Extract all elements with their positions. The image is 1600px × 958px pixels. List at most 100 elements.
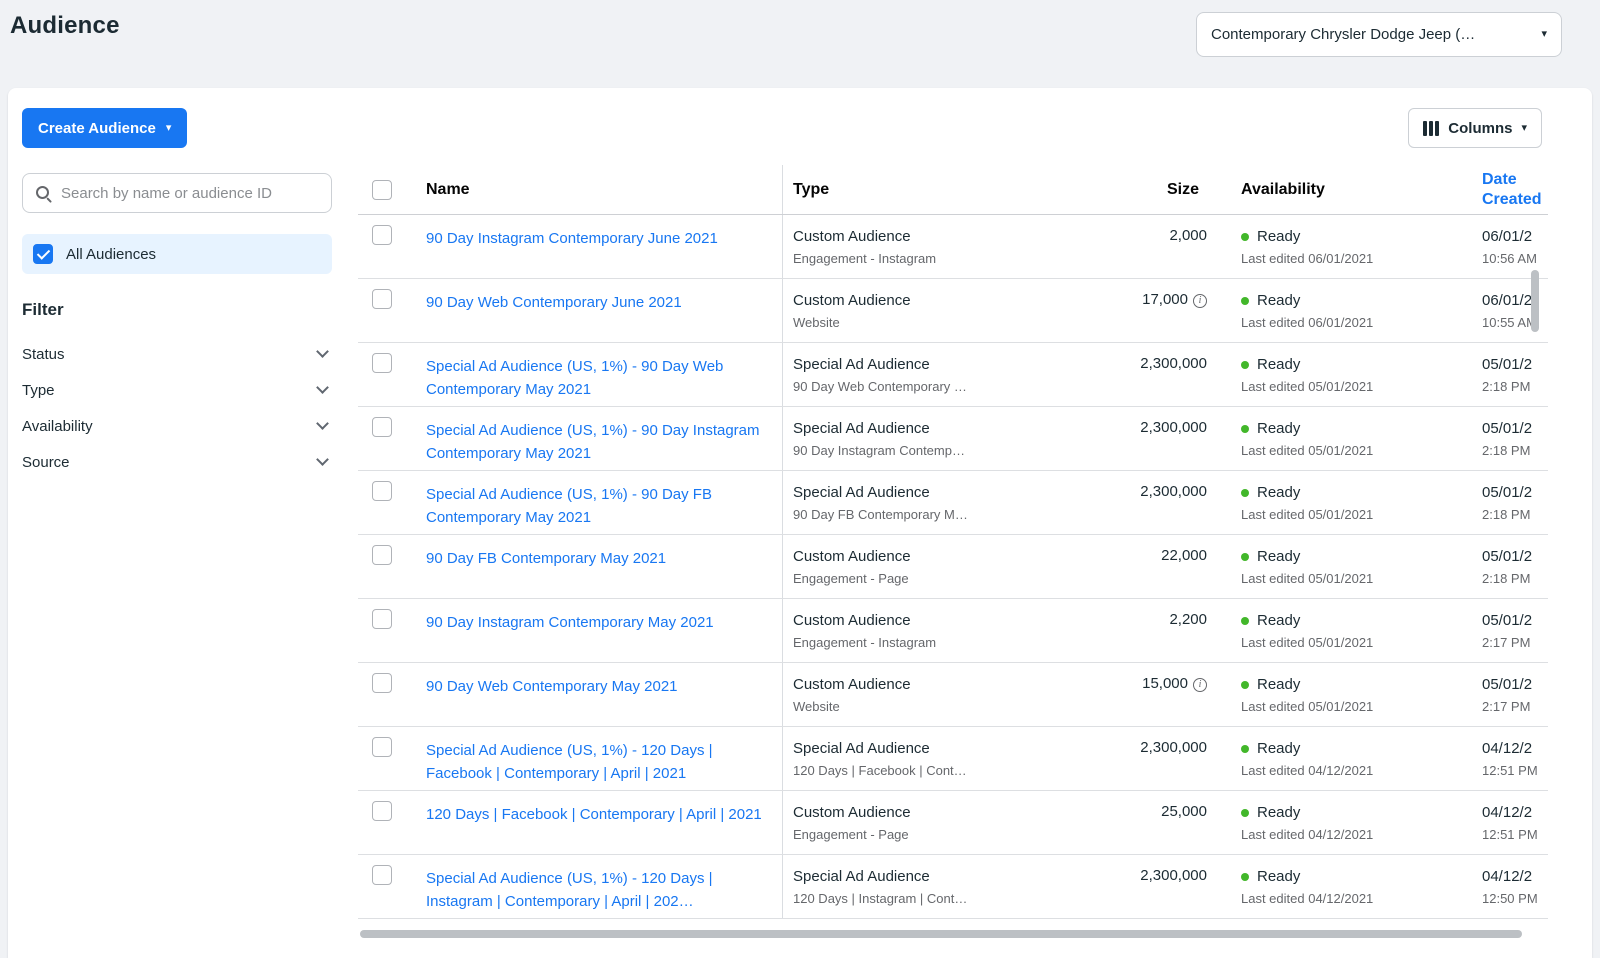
column-header-size[interactable]: Size [1166, 180, 1199, 198]
status-dot [1241, 809, 1249, 818]
time-created: 12:50 PM [1482, 891, 1538, 907]
audience-name-link[interactable]: Special Ad Audience (US, 1%) - 120 Days … [426, 742, 713, 783]
row-checkbox[interactable] [372, 801, 392, 821]
all-audiences-checkbox[interactable] [33, 244, 53, 264]
columns-button[interactable]: Columns ▾ [1408, 108, 1542, 148]
vertical-scrollbar[interactable] [1531, 270, 1539, 332]
table-row: 90 Day FB Contemporary May 2021 Custom A… [358, 535, 1548, 599]
row-checkbox[interactable] [372, 481, 392, 501]
columns-icon [1423, 120, 1440, 136]
horizontal-scrollbar[interactable] [360, 930, 1522, 938]
filter-list: Status Type Availability Source [22, 336, 332, 480]
column-header-date-created[interactable]: Date Created [1482, 170, 1542, 208]
table-row: 90 Day Web Contemporary June 2021 Custom… [358, 279, 1548, 343]
audience-name-link[interactable]: 90 Day Web Contemporary June 2021 [426, 294, 682, 311]
audience-name-link[interactable]: 90 Day Instagram Contemporary May 2021 [426, 614, 714, 631]
account-selector-dropdown[interactable]: Contemporary Chrysler Dodge Jeep (… ▾ [1196, 12, 1562, 57]
create-audience-label: Create Audience [38, 119, 156, 137]
status-dot [1241, 873, 1249, 882]
date-created: 05/01/2 [1482, 484, 1533, 501]
audience-name-link[interactable]: 90 Day Web Contemporary May 2021 [426, 678, 678, 695]
status-dot [1241, 553, 1249, 562]
availability-status: Ready [1257, 548, 1301, 565]
row-checkbox[interactable] [372, 225, 392, 245]
filter-status[interactable]: Status [22, 336, 332, 372]
availability-detail: Last edited 05/01/2021 [1241, 571, 1374, 587]
availability-status: Ready [1257, 356, 1301, 373]
status-dot [1241, 425, 1249, 434]
audience-type: Custom Audience [793, 676, 911, 693]
row-checkbox[interactable] [372, 609, 392, 629]
audience-name-link[interactable]: Special Ad Audience (US, 1%) - 120 Days … [426, 870, 713, 911]
availability-status: Ready [1257, 420, 1301, 437]
caret-down-icon: ▾ [165, 121, 172, 134]
row-checkbox[interactable] [372, 289, 392, 309]
chevron-down-icon [316, 345, 329, 358]
audience-name-link[interactable]: 120 Days | Facebook | Contemporary | Apr… [426, 806, 762, 823]
time-created: 12:51 PM [1482, 763, 1538, 779]
availability-status: Ready [1257, 228, 1301, 245]
availability-status: Ready [1257, 484, 1301, 501]
audience-type: Custom Audience [793, 548, 911, 565]
info-icon[interactable]: i [1193, 293, 1207, 308]
column-header-availability[interactable]: Availability [1241, 180, 1325, 198]
time-created: 12:51 PM [1482, 827, 1538, 843]
audience-type-detail: 90 Day Web Contemporary … [793, 379, 967, 395]
availability-status: Ready [1257, 804, 1301, 821]
create-audience-button[interactable]: Create Audience ▾ [22, 108, 188, 148]
filter-type[interactable]: Type [22, 372, 332, 408]
status-dot [1241, 681, 1249, 690]
table-row: Special Ad Audience (US, 1%) - 90 Day We… [358, 343, 1548, 407]
filter-availability[interactable]: Availability [22, 408, 332, 444]
info-icon[interactable]: i [1193, 677, 1207, 692]
columns-label: Columns [1448, 119, 1513, 137]
audience-type: Custom Audience [793, 228, 911, 245]
status-dot [1241, 617, 1249, 626]
audience-name-link[interactable]: 90 Day FB Contemporary May 2021 [426, 550, 667, 567]
all-audiences-label: All Audiences [66, 245, 157, 263]
audience-type-detail: Engagement - Page [793, 827, 909, 843]
availability-status: Ready [1257, 292, 1301, 309]
filter-source[interactable]: Source [22, 444, 332, 480]
search-input[interactable] [61, 184, 319, 202]
date-created: 04/12/2 [1482, 740, 1533, 757]
availability-detail: Last edited 05/01/2021 [1241, 443, 1374, 459]
row-checkbox[interactable] [372, 865, 392, 885]
date-created: 04/12/2 [1482, 868, 1533, 885]
availability-status: Ready [1257, 676, 1301, 693]
date-created: 06/01/2 [1482, 228, 1533, 245]
column-header-name[interactable]: Name [412, 165, 783, 214]
search-box[interactable] [22, 173, 332, 213]
caret-down-icon: ▾ [1521, 121, 1527, 134]
availability-detail: Last edited 05/01/2021 [1241, 507, 1374, 523]
table-row: 120 Days | Facebook | Contemporary | Apr… [358, 791, 1548, 855]
select-all-checkbox[interactable] [372, 179, 392, 200]
row-checkbox[interactable] [372, 673, 392, 693]
table-row: Special Ad Audience (US, 1%) - 120 Days … [358, 727, 1548, 791]
audience-type: Special Ad Audience [793, 868, 930, 885]
account-selector-value: Contemporary Chrysler Dodge Jeep (… [1211, 26, 1476, 43]
audience-type: Special Ad Audience [793, 484, 930, 501]
availability-detail: Last edited 05/01/2021 [1241, 635, 1374, 651]
row-checkbox[interactable] [372, 353, 392, 373]
column-header-type[interactable]: Type [793, 180, 830, 198]
audience-type: Special Ad Audience [793, 740, 930, 757]
availability-detail: Last edited 05/01/2021 [1241, 379, 1374, 395]
audience-name-link[interactable]: Special Ad Audience (US, 1%) - 90 Day In… [426, 422, 760, 463]
row-checkbox[interactable] [372, 417, 392, 437]
search-icon [35, 185, 52, 202]
audience-name-link[interactable]: 90 Day Instagram Contemporary June 2021 [426, 230, 718, 247]
row-checkbox[interactable] [372, 545, 392, 565]
chevron-down-icon [316, 417, 329, 430]
audience-size: 2,000 [1169, 227, 1207, 244]
status-dot [1241, 489, 1249, 498]
audience-type-detail: Website [793, 699, 840, 715]
page-title: Audience [10, 12, 120, 39]
audience-name-link[interactable]: Special Ad Audience (US, 1%) - 90 Day FB… [426, 486, 712, 527]
audience-type: Special Ad Audience [793, 356, 930, 373]
audience-name-link[interactable]: Special Ad Audience (US, 1%) - 90 Day We… [426, 358, 724, 399]
audience-size: 2,200 [1169, 611, 1207, 628]
all-audiences-toggle[interactable]: All Audiences [22, 234, 332, 274]
audiences-panel: Create Audience ▾ Columns ▾ All Audience… [8, 88, 1592, 958]
row-checkbox[interactable] [372, 737, 392, 757]
